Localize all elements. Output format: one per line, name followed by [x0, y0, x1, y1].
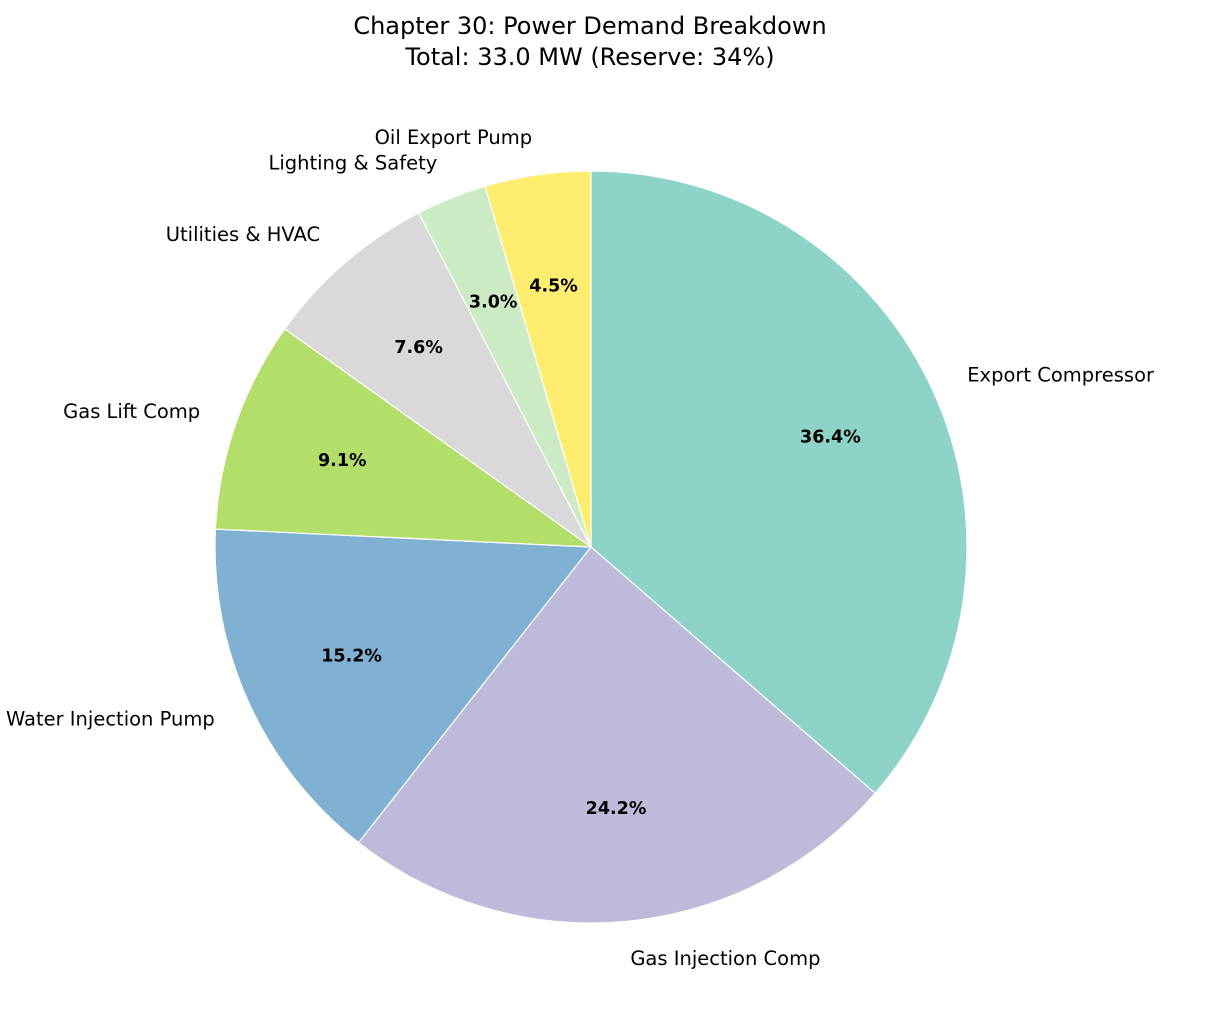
percent-label-export-compressor: 36.4% — [800, 428, 861, 448]
pie-slice-water-injection-pump — [214, 528, 593, 844]
chart-subtitle: Total: 33.0 MW (Reserve: 34%) — [404, 43, 774, 71]
percent-label-utilities-and-hvac: 7.6% — [394, 338, 443, 358]
pie-slice-utilities-and-hvac — [283, 211, 592, 548]
pie-slice-oil-export-pump — [484, 170, 592, 548]
percent-label-oil-export-pump: 4.5% — [529, 276, 578, 296]
pie-slice-export-compressor — [590, 170, 968, 795]
slice-label-gas-lift-comp: Gas Lift Comp — [63, 400, 200, 423]
pie-slice-gas-injection-comp — [357, 546, 877, 924]
slice-label-export-compressor: Export Compressor — [967, 364, 1155, 387]
percent-label-water-injection-pump: 15.2% — [321, 646, 382, 666]
slice-label-water-injection-pump: Water Injection Pump — [6, 707, 215, 730]
percent-label-lighting-and-safety: 3.0% — [469, 293, 518, 313]
slice-label-utilities-and-hvac: Utilities & HVAC — [166, 223, 320, 246]
slice-label-gas-injection-comp: Gas Injection Comp — [630, 947, 820, 970]
percent-label-gas-injection-comp: 24.2% — [586, 799, 647, 819]
slices-layer — [214, 170, 968, 924]
slice-label-oil-export-pump: Oil Export Pump — [375, 126, 533, 149]
labels-layer: Export Compressor 36.4% Gas Injection Comp… — [6, 126, 1155, 970]
percent-label-gas-lift-comp: 9.1% — [318, 451, 367, 471]
pie-slice-gas-lift-comp — [214, 328, 594, 548]
chart-title: Chapter 30: Power Demand Breakdown — [353, 12, 826, 40]
slice-label-lighting-and-safety: Lighting & Safety — [268, 152, 437, 175]
